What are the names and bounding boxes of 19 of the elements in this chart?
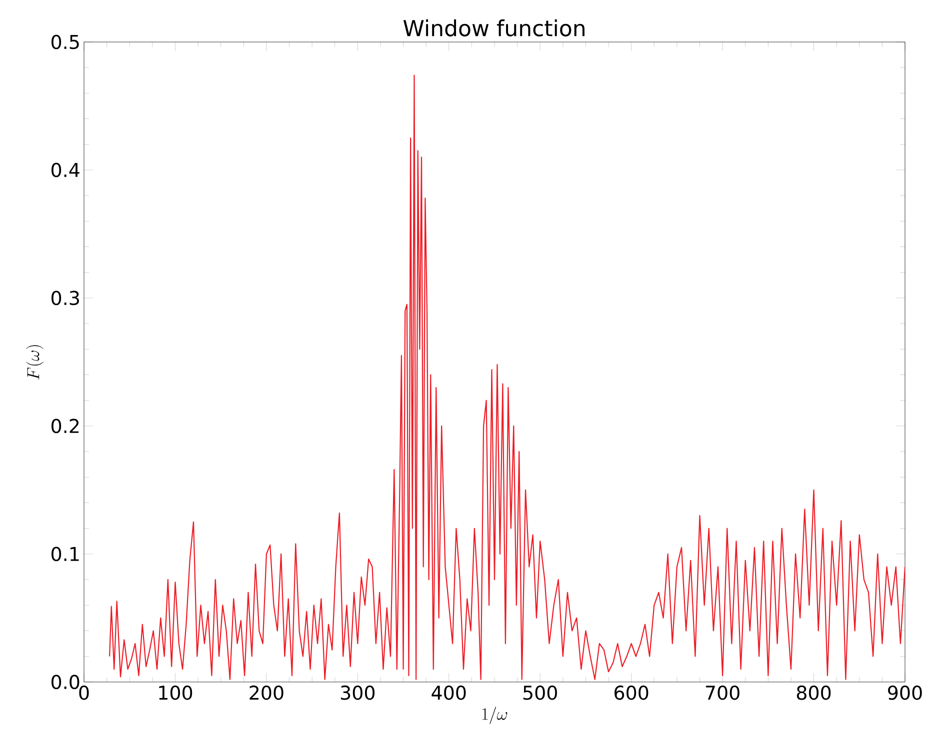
x-tick-label: 800: [796, 686, 831, 700]
x-axis-title: $1/\omega$: [482, 706, 508, 724]
x-tick-label: 300: [340, 686, 375, 700]
y-axis-title: $F(\omega)$: [26, 345, 44, 380]
x-tick-label: 0: [79, 686, 89, 700]
x-tick-label: 100: [159, 686, 192, 700]
x-tick-label: 400: [432, 686, 466, 700]
x-tick-label: 200: [250, 686, 284, 700]
y-tick-label: 0.3: [52, 290, 79, 306]
y-tick-label: 0.0: [52, 674, 80, 690]
y-tick-label: 0.1: [52, 546, 79, 562]
x-tick-label: 700: [706, 686, 740, 700]
y-tick-label: 0.5: [52, 34, 79, 50]
x-tick-label: 600: [614, 686, 648, 700]
x-tick-label: 900: [888, 686, 922, 700]
x-tick-label: 500: [523, 686, 557, 700]
y-tick-label: 0.4: [52, 162, 80, 178]
y-tick-label: 0.2: [52, 418, 79, 434]
chart-title: Window function: [403, 19, 584, 36]
